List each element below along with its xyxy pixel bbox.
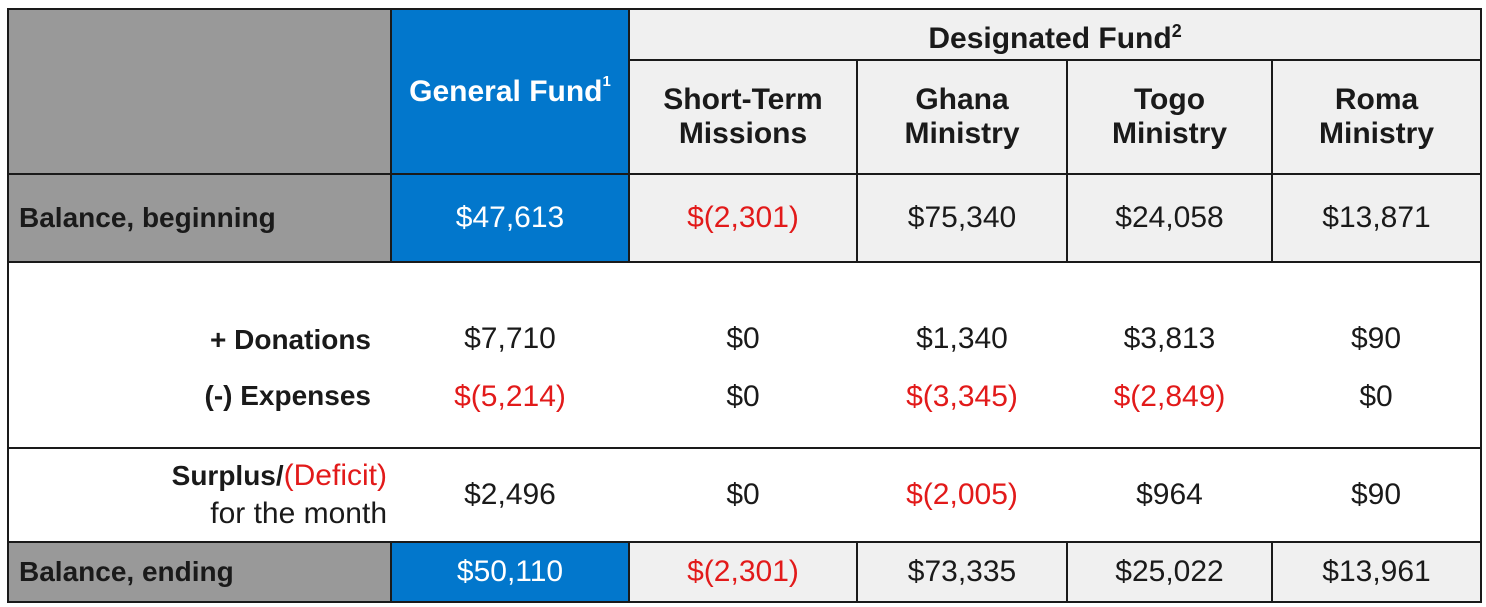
balance-ending-row: Balance, ending $50,110 $(2,301) $73,335… [7,541,1483,603]
balance-beginning-togo: $24,058 [1066,173,1273,263]
fund-balance-table: General Fund1 Designated Fund2 Short-Ter… [7,8,1483,603]
surplus-label-text: Surplus/ [171,460,284,491]
roma-ministry-header: Roma Ministry [1270,59,1483,175]
togo-ministry-header: Togo Ministry [1066,59,1273,175]
donations-row: + Donations $7,710 $0 $1,340 $3,813 $90 [7,262,1483,374]
column-header-line2: Ministry [1111,117,1228,150]
designated-fund-header: Designated Fund2 [627,8,1483,61]
designated-fund-footnote: 2 [1171,20,1182,41]
balance-beginning-label: Balance, beginning [7,173,392,263]
donations-general: $7,710 [391,262,629,374]
balance-ending-roma: $13,961 [1270,541,1483,603]
expenses-togo: $(2,849) [1067,374,1272,449]
surplus-label-line2: for the month [210,497,387,530]
balance-ending-general: $50,110 [390,541,630,603]
donations-label: + Donations [7,262,391,374]
surplus-row: Surplus/(Deficit) for the month $2,496 $… [7,447,1483,543]
balance-beginning-short-term: $(2,301) [628,173,858,263]
balance-beginning-general: $47,613 [390,173,630,263]
surplus-togo: $964 [1067,447,1272,543]
deficit-label-text: (Deficit) [283,459,387,492]
balance-beginning-row: Balance, beginning $47,613 $(2,301) $75,… [7,173,1483,263]
surplus-short-term: $0 [629,447,857,543]
balance-ending-label: Balance, ending [7,541,392,603]
balance-ending-short-term: $(2,301) [628,541,858,603]
general-fund-header: General Fund1 [390,8,630,175]
expenses-row: (-) Expenses $(5,214) $0 $(3,345) $(2,84… [7,374,1483,449]
donations-short-term: $0 [629,262,857,374]
column-header-line1: Ghana [915,83,1009,116]
donations-roma: $90 [1272,262,1483,374]
expenses-label: (-) Expenses [7,374,391,449]
expenses-short-term: $0 [629,374,857,449]
short-term-missions-header: Short-Term Missions [628,59,858,175]
expenses-general: $(5,214) [391,374,629,449]
ghana-ministry-header: Ghana Ministry [856,59,1068,175]
column-header-line2: Ministry [904,117,1020,150]
column-header-line1: Short-Term [663,83,823,116]
surplus-label: Surplus/(Deficit) for the month [7,447,391,543]
column-header-line1: Roma [1334,83,1419,116]
expenses-ghana: $(3,345) [857,374,1067,449]
surplus-general: $2,496 [391,447,629,543]
surplus-roma: $90 [1272,447,1483,543]
general-fund-label: General Fund [409,74,603,108]
balance-ending-togo: $25,022 [1066,541,1273,603]
balance-beginning-ghana: $75,340 [856,173,1068,263]
corner-cell [7,8,392,175]
column-header-line1: Togo [1133,83,1206,116]
designated-fund-label: Designated Fund [928,21,1172,55]
balance-ending-ghana: $73,335 [856,541,1068,603]
balance-beginning-roma: $13,871 [1270,173,1483,263]
expenses-roma: $0 [1272,374,1483,449]
surplus-ghana: $(2,005) [857,447,1067,543]
column-header-line2: Ministry [1319,117,1435,150]
donations-ghana: $1,340 [857,262,1067,374]
column-header-line2: Missions [678,117,808,150]
donations-togo: $3,813 [1067,262,1272,374]
general-fund-footnote: 1 [602,72,611,90]
